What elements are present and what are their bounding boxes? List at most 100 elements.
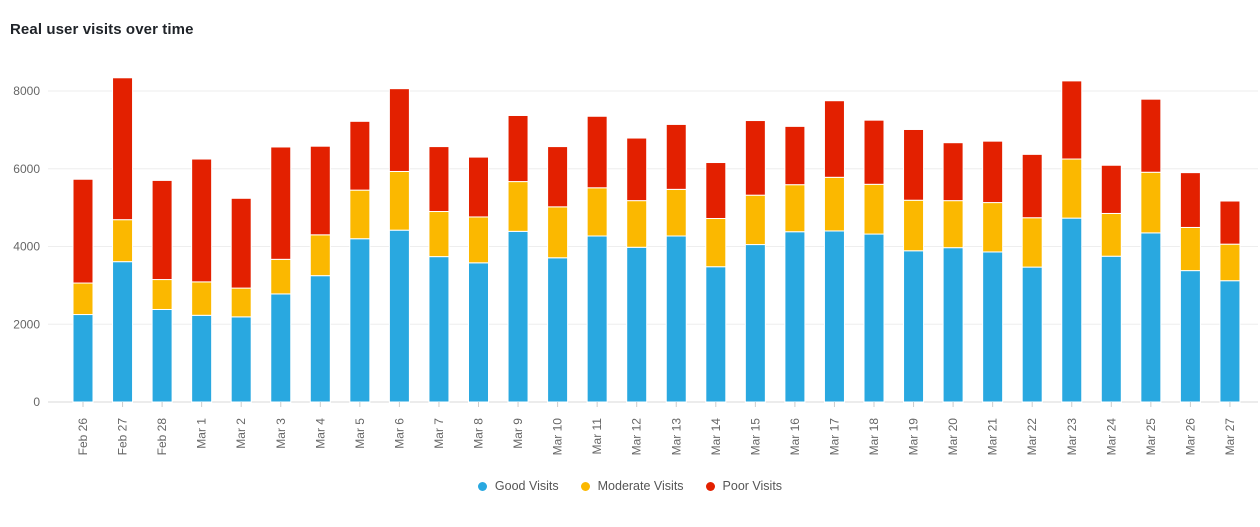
x-tick-label: Mar 25: [1144, 418, 1158, 456]
bar-good-visits[interactable]: Mar 25 — Good Visits: 4350: [1140, 232, 1162, 403]
bar-poor-visits[interactable]: Mar 20 — Poor Visits: 1490: [942, 142, 964, 202]
bar-poor-visits[interactable]: Mar 11 — Poor Visits: 1840: [586, 115, 608, 189]
bar-poor-visits[interactable]: Mar 21 — Poor Visits: 1580: [982, 140, 1004, 204]
bar-good-visits[interactable]: Mar 4 — Good Visits: 3250: [309, 275, 331, 403]
bar-moderate-visits[interactable]: Mar 21 — Moderate Visits: 1270: [982, 202, 1004, 253]
bar-good-visits[interactable]: Mar 17 — Good Visits: 4400: [823, 230, 845, 403]
bar-poor-visits[interactable]: Mar 16 — Poor Visits: 1500: [784, 125, 806, 186]
bar-good-visits[interactable]: Mar 2 — Good Visits: 2190: [230, 316, 252, 403]
x-tick-label: Feb 26: [76, 418, 90, 456]
legend-item-moderate-visits[interactable]: Moderate Visits: [580, 479, 684, 493]
y-tick-label: 6000: [13, 162, 40, 176]
bar-poor-visits[interactable]: Mar 17 — Poor Visits: 1970: [823, 100, 845, 178]
bar-moderate-visits[interactable]: Mar 7 — Moderate Visits: 1160: [428, 211, 450, 258]
bar-good-visits[interactable]: Feb 26 — Good Visits: 2250: [72, 314, 94, 403]
bar-poor-visits[interactable]: Mar 14 — Poor Visits: 1440: [705, 162, 727, 220]
bar-moderate-visits[interactable]: Mar 3 — Moderate Visits: 890: [270, 258, 292, 295]
bar-good-visits[interactable]: Mar 24 — Good Visits: 3750: [1100, 255, 1122, 403]
bar-poor-visits[interactable]: Mar 12 — Poor Visits: 1610: [626, 137, 648, 202]
bar-good-visits[interactable]: Mar 14 — Good Visits: 3480: [705, 266, 727, 403]
bar-poor-visits[interactable]: Feb 28 — Poor Visits: 2550: [151, 179, 173, 281]
bar-moderate-visits[interactable]: Mar 6 — Moderate Visits: 1510: [388, 170, 410, 231]
bar-poor-visits[interactable]: Mar 7 — Poor Visits: 1670: [428, 146, 450, 213]
bar-good-visits[interactable]: Mar 9 — Good Visits: 4390: [507, 230, 529, 403]
bar-poor-visits[interactable]: Mar 19 — Poor Visits: 1820: [903, 128, 925, 201]
bar-good-visits[interactable]: Mar 13 — Good Visits: 4270: [665, 235, 687, 403]
x-tick-label: Feb 27: [116, 418, 130, 456]
bar-moderate-visits[interactable]: Mar 17 — Moderate Visits: 1380: [823, 176, 845, 232]
bar-moderate-visits[interactable]: Mar 2 — Moderate Visits: 740: [230, 287, 252, 318]
legend-item-good-visits[interactable]: Good Visits: [477, 479, 559, 493]
bar-good-visits[interactable]: Mar 21 — Good Visits: 3860: [982, 251, 1004, 403]
bar-good-visits[interactable]: Mar 20 — Good Visits: 3970: [942, 247, 964, 403]
bar-moderate-visits[interactable]: Mar 13 — Moderate Visits: 1200: [665, 188, 687, 237]
bar-moderate-visits[interactable]: Mar 19 — Moderate Visits: 1300: [903, 199, 925, 252]
bar-moderate-visits[interactable]: Mar 5 — Moderate Visits: 1250: [349, 189, 371, 240]
bar-poor-visits[interactable]: Mar 2 — Poor Visits: 2310: [230, 197, 252, 289]
bar-good-visits[interactable]: Mar 12 — Good Visits: 3980: [626, 246, 648, 403]
legend-item-poor-visits[interactable]: Poor Visits: [705, 479, 782, 493]
bar-good-visits[interactable]: Mar 1 — Good Visits: 2230: [191, 314, 213, 403]
bar-good-visits[interactable]: Mar 15 — Good Visits: 4050: [744, 244, 766, 403]
bar-moderate-visits[interactable]: Mar 14 — Moderate Visits: 1240: [705, 218, 727, 268]
bar-good-visits[interactable]: Mar 7 — Good Visits: 3740: [428, 256, 450, 403]
bar-poor-visits[interactable]: Mar 9 — Poor Visits: 1700: [507, 114, 529, 183]
bar-poor-visits[interactable]: Mar 1 — Poor Visits: 3160: [191, 158, 213, 283]
bar-moderate-visits[interactable]: Mar 22 — Moderate Visits: 1270: [1021, 217, 1043, 268]
bar-good-visits[interactable]: Mar 27 — Good Visits: 3120: [1219, 280, 1241, 403]
x-tick-label: Mar 22: [1025, 418, 1039, 456]
bar-poor-visits[interactable]: Mar 25 — Poor Visits: 1880: [1140, 98, 1162, 173]
bar-moderate-visits[interactable]: Mar 12 — Moderate Visits: 1200: [626, 200, 648, 248]
bar-poor-visits[interactable]: Mar 4 — Poor Visits: 2280: [309, 145, 331, 236]
bar-moderate-visits[interactable]: Feb 26 — Moderate Visits: 810: [72, 282, 94, 316]
bar-moderate-visits[interactable]: Feb 28 — Moderate Visits: 770: [151, 279, 173, 310]
bar-moderate-visits[interactable]: Mar 27 — Moderate Visits: 940: [1219, 243, 1241, 282]
bar-moderate-visits[interactable]: Mar 16 — Moderate Visits: 1210: [784, 184, 806, 233]
bar-poor-visits[interactable]: Mar 23 — Poor Visits: 2010: [1061, 80, 1083, 160]
bar-good-visits[interactable]: Mar 19 — Good Visits: 3890: [903, 250, 925, 403]
bar-moderate-visits[interactable]: Mar 8 — Moderate Visits: 1180: [468, 216, 489, 264]
bar-moderate-visits[interactable]: Mar 18 — Moderate Visits: 1280: [863, 183, 885, 235]
bar-moderate-visits[interactable]: Mar 23 — Moderate Visits: 1520: [1061, 158, 1083, 219]
bar-good-visits[interactable]: Mar 10 — Good Visits: 3710: [547, 257, 569, 403]
bar-poor-visits[interactable]: Mar 27 — Poor Visits: 1110: [1219, 200, 1241, 245]
bar-moderate-visits[interactable]: Mar 26 — Moderate Visits: 1110: [1179, 226, 1201, 272]
bar-poor-visits[interactable]: Feb 27 — Poor Visits: 3650: [112, 77, 134, 221]
bar-good-visits[interactable]: Mar 5 — Good Visits: 4200: [349, 238, 371, 403]
bar-poor-visits[interactable]: Mar 13 — Poor Visits: 1670: [665, 123, 687, 190]
bar-moderate-visits[interactable]: Mar 25 — Moderate Visits: 1560: [1140, 171, 1162, 234]
bar-good-visits[interactable]: Mar 6 — Good Visits: 4420: [388, 229, 410, 403]
bar-good-visits[interactable]: Mar 22 — Good Visits: 3470: [1021, 266, 1043, 403]
bar-good-visits[interactable]: Feb 27 — Good Visits: 3610: [112, 261, 134, 403]
bar-good-visits[interactable]: Mar 23 — Good Visits: 4730: [1061, 217, 1083, 403]
bar-moderate-visits[interactable]: Feb 27 — Moderate Visits: 1080: [112, 219, 134, 263]
bar-good-visits[interactable]: Feb 28 — Good Visits: 2380: [151, 308, 173, 403]
bar-moderate-visits[interactable]: Mar 24 — Moderate Visits: 1100: [1100, 212, 1122, 257]
bar-good-visits[interactable]: Mar 26 — Good Visits: 3380: [1179, 270, 1201, 403]
bar-good-visits[interactable]: Mar 3 — Good Visits: 2780: [270, 293, 292, 403]
x-tick-label: Mar 21: [986, 418, 1000, 456]
bar-moderate-visits[interactable]: Mar 15 — Moderate Visits: 1270: [744, 194, 766, 246]
bar-good-visits[interactable]: Mar 16 — Good Visits: 4380: [784, 231, 806, 403]
bar-poor-visits[interactable]: Mar 3 — Poor Visits: 2890: [270, 146, 292, 260]
bar-poor-visits[interactable]: Feb 26 — Poor Visits: 2670: [72, 178, 94, 284]
bar-poor-visits[interactable]: Mar 5 — Poor Visits: 1770: [349, 120, 371, 191]
bar-poor-visits[interactable]: Mar 8 — Poor Visits: 1540: [468, 156, 489, 218]
bar-moderate-visits[interactable]: Mar 9 — Moderate Visits: 1280: [507, 181, 529, 232]
bar-poor-visits[interactable]: Mar 22 — Poor Visits: 1630: [1021, 153, 1043, 219]
bar-moderate-visits[interactable]: Mar 4 — Moderate Visits: 1050: [309, 234, 331, 277]
bar-poor-visits[interactable]: Mar 18 — Poor Visits: 1650: [863, 119, 885, 185]
bar-good-visits[interactable]: Mar 18 — Good Visits: 4320: [863, 233, 885, 403]
bar-moderate-visits[interactable]: Mar 11 — Moderate Visits: 1240: [586, 187, 608, 237]
bar-poor-visits[interactable]: Mar 24 — Poor Visits: 1240: [1100, 164, 1122, 214]
bar-moderate-visits[interactable]: Mar 1 — Moderate Visits: 860: [191, 281, 213, 316]
bar-poor-visits[interactable]: Mar 15 — Poor Visits: 1920: [744, 120, 766, 196]
bar-poor-visits[interactable]: Mar 10 — Poor Visits: 1550: [547, 146, 569, 208]
bar-moderate-visits[interactable]: Mar 10 — Moderate Visits: 1310: [547, 206, 569, 259]
bar-poor-visits[interactable]: Mar 26 — Poor Visits: 1410: [1179, 172, 1201, 228]
bar-good-visits[interactable]: Mar 11 — Good Visits: 4270: [586, 235, 608, 403]
bar-good-visits[interactable]: Mar 8 — Good Visits: 3580: [468, 262, 489, 403]
bar-poor-visits[interactable]: Mar 6 — Poor Visits: 2130: [388, 88, 410, 172]
bar-moderate-visits[interactable]: Mar 20 — Moderate Visits: 1210: [942, 200, 964, 249]
chart-title: Real user visits over time: [10, 21, 194, 38]
